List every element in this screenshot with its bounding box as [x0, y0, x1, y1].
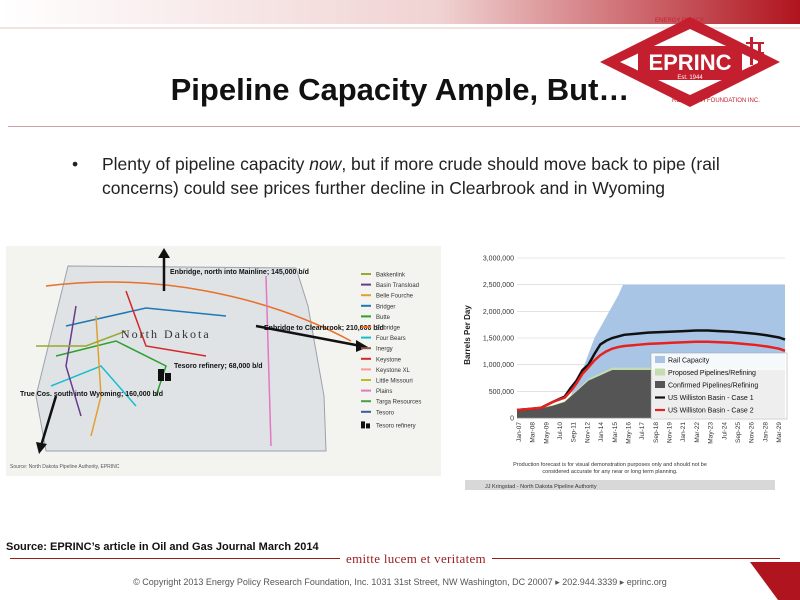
chart-x-tick: Jan-07 [516, 422, 523, 442]
chart-x-tick: Jan-21 [680, 422, 687, 442]
chart-x-tick: Mar-22 [694, 422, 701, 443]
chart-legend-item: Rail Capacity [668, 358, 710, 365]
chart-x-tick: Mar-15 [612, 422, 619, 443]
chart-x-tick: Jan-14 [598, 422, 605, 442]
svg-text:EPRINC: EPRINC [648, 50, 731, 75]
chart-legend-swatch [655, 368, 665, 376]
eprinc-logo: EPRINC Est. 1944 ENERGY POLICY RESEARCH … [600, 17, 780, 107]
map-legend-item: Four Bears [376, 336, 406, 342]
bullet-emphasis: now [309, 154, 342, 174]
map-legend-item: Bakkenlink [376, 273, 406, 279]
map-legend-item: Little Missouri [376, 379, 413, 385]
map-legend-item: Keystone [376, 357, 402, 363]
svg-text:Tesoro refinery; 68,000 b/d: Tesoro refinery; 68,000 b/d [174, 363, 263, 370]
map-legend-item: Tesoro refinery [376, 423, 416, 429]
chart-x-tick: Jul-17 [639, 422, 646, 440]
map-legend-item: Targa Resources [376, 400, 421, 406]
motto: emitte lucem et veritatem [340, 551, 492, 567]
chart-legend: Rail Capacity Proposed Pipelines/Refining… [650, 352, 788, 420]
svg-text:RESEARCH FOUNDATION INC.: RESEARCH FOUNDATION INC. [672, 98, 760, 104]
svg-text:Enbridge to Clearbrook; 210,00: Enbridge to Clearbrook; 210,000 b/d [264, 325, 384, 332]
chart-legend-item: US Williston Basin - Case 2 [668, 408, 754, 415]
map-legend-item: Keystone XL [376, 368, 411, 374]
chart-credit: JJ Kringstad - North Dakota Pipeline Aut… [485, 484, 597, 490]
state-shape [35, 265, 327, 452]
footer-corner [750, 562, 800, 600]
map-legend-item: Butte [376, 315, 391, 321]
chart-x-tick: May-16 [625, 422, 632, 444]
chart-legend-item: Proposed Pipelines/Refining [668, 370, 756, 377]
header-banner [0, 0, 800, 29]
chart-y-tick: 500,000 [489, 389, 514, 396]
map-legend-item: Belle Fourche [376, 294, 414, 300]
title-divider [8, 126, 800, 127]
chart-y-label: Barrels Per Day [463, 305, 472, 365]
chart-x-tick: Nov-26 [749, 422, 756, 443]
bullet-text-2: , but if more crude should move back to … [102, 154, 720, 198]
chart-x-tick: Sep-25 [735, 422, 742, 443]
source-note: Source: EPRINC’s article in Oil and Gas … [6, 541, 319, 553]
chart-note: Production forecast is for visual demons… [513, 462, 707, 475]
bullet-text-1: Plenty of pipeline capacity [102, 154, 310, 174]
chart-x-tick: May-09 [543, 422, 550, 444]
map-state-label: North Dakota [121, 327, 211, 341]
series-case-1 [516, 329, 786, 412]
pipeline-map: North Dakota Enbridge, north into Mainli… [6, 246, 441, 476]
bullet-point: • Plenty of pipeline capacity now, but i… [72, 152, 752, 200]
map-legend-item: Bridger [376, 304, 395, 310]
svg-text:True Cos. south into Wyoming;: True Cos. south into Wyoming; 160,000 b/… [20, 391, 163, 398]
map-legend-item: Inergy [376, 347, 393, 353]
chart-y-tick: 2,000,000 [483, 309, 514, 316]
chart-x-tick: Jul-24 [721, 422, 728, 440]
map-legend-item: Basin Transload [376, 283, 419, 289]
chart-legend-item: US Williston Basin - Case 1 [668, 395, 754, 402]
chart-x-tick: May-23 [708, 422, 715, 444]
chart-x-tick: Nov-12 [584, 422, 591, 443]
map-legend-item: Enbridge [376, 326, 401, 332]
svg-text:ENERGY POLICY: ENERGY POLICY [655, 18, 704, 24]
chart-legend-swatch [655, 356, 665, 363]
slide-title: Pipeline Capacity Ample, But… [170, 72, 630, 107]
chart-y-tick: 1,000,000 [483, 362, 514, 369]
chart-y-tick: 1,500,000 [483, 336, 514, 343]
chart-y-tick: 3,000,000 [483, 256, 514, 263]
production-chart: 3,000,000 2,500,000 2,000,000 1,500,000 1,00… [455, 240, 790, 512]
chart-x-tick: Sep-18 [653, 422, 660, 443]
chart-legend-swatch [655, 381, 665, 388]
map-legend: Bakkenlink Basin Transload Belle Fourche Br… [361, 273, 421, 429]
chart-y-tick: 0 [510, 416, 514, 423]
svg-text:Enbridge, north into Mainline;: Enbridge, north into Mainline; 145,000 b… [170, 269, 309, 276]
svg-text:Est. 1944: Est. 1944 [677, 75, 703, 81]
map-legend-item: Plains [376, 389, 392, 395]
map-source: Source: North Dakota Pipeline Authority,… [10, 464, 120, 470]
map-legend-item: Tesoro [376, 410, 395, 416]
chart-y-tick: 2,500,000 [483, 282, 514, 289]
footer-copyright: © Copyright 2013 Energy Policy Research … [133, 577, 667, 587]
bullet-dot-icon: • [72, 154, 79, 174]
chart-x-tick: Mar-29 [776, 422, 783, 443]
callout-enbridge-north: Enbridge, north into Mainline; 145,000 b… [170, 269, 309, 276]
chart-x-tick: Mar-08 [530, 422, 537, 443]
chart-x-tick: Jan-28 [762, 422, 769, 442]
callout-tesoro: Tesoro refinery; 68,000 b/d [174, 363, 263, 370]
chart-x-tick: Jul-10 [557, 422, 564, 440]
callout-true-cos: True Cos. south into Wyoming; 160,000 b/… [20, 391, 163, 398]
chart-x-tick: Nov-19 [667, 422, 674, 443]
callout-enbridge-clearbrook: Enbridge to Clearbrook; 210,000 b/d [264, 325, 384, 332]
series-case-2 [516, 340, 786, 412]
chart-x-tick: Sep-11 [571, 422, 578, 443]
chart-legend-item: Confirmed Pipelines/Refining [668, 383, 758, 390]
